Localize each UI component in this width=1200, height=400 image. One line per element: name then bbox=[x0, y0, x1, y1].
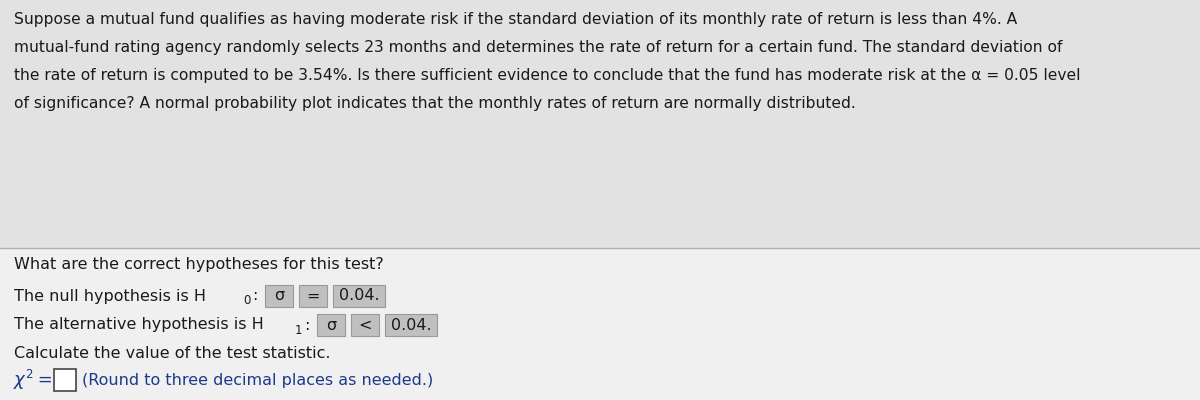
Text: mutual-fund rating agency randomly selects 23 months and determines the rate of : mutual-fund rating agency randomly selec… bbox=[14, 40, 1062, 55]
Text: of significance? A normal probability plot indicates that the monthly rates of r: of significance? A normal probability pl… bbox=[14, 96, 856, 111]
Text: What are the correct hypotheses for this test?: What are the correct hypotheses for this… bbox=[14, 257, 384, 272]
Bar bbox=[265, 285, 293, 307]
Text: 1: 1 bbox=[295, 324, 302, 336]
Text: χ: χ bbox=[14, 371, 25, 389]
Bar bbox=[334, 285, 385, 307]
Text: 0.04.: 0.04. bbox=[391, 318, 431, 332]
Text: 0.04.: 0.04. bbox=[338, 288, 379, 304]
Text: 0: 0 bbox=[242, 294, 251, 308]
Text: Calculate the value of the test statistic.: Calculate the value of the test statisti… bbox=[14, 346, 330, 362]
Bar bbox=[0, 248, 1200, 400]
Bar bbox=[54, 369, 76, 391]
Text: 2: 2 bbox=[25, 368, 32, 382]
Text: σ: σ bbox=[274, 288, 284, 304]
Text: =: = bbox=[306, 288, 319, 304]
Text: <: < bbox=[359, 318, 372, 332]
Bar bbox=[352, 314, 379, 336]
Text: :: : bbox=[304, 318, 310, 332]
Text: the rate of return is computed to be 3.54%. Is there sufficient evidence to conc: the rate of return is computed to be 3.5… bbox=[14, 68, 1080, 83]
Bar bbox=[0, 0, 1200, 248]
Text: The null hypothesis is H: The null hypothesis is H bbox=[14, 288, 206, 304]
Text: :: : bbox=[252, 288, 257, 304]
Text: (Round to three decimal places as needed.): (Round to three decimal places as needed… bbox=[82, 372, 433, 388]
Text: σ: σ bbox=[326, 318, 336, 332]
Text: =: = bbox=[32, 371, 53, 389]
Text: The alternative hypothesis is H: The alternative hypothesis is H bbox=[14, 318, 264, 332]
Bar bbox=[317, 314, 346, 336]
Bar bbox=[385, 314, 437, 336]
Text: Suppose a mutual fund qualifies as having moderate risk if the standard deviatio: Suppose a mutual fund qualifies as havin… bbox=[14, 12, 1018, 27]
Bar bbox=[299, 285, 326, 307]
